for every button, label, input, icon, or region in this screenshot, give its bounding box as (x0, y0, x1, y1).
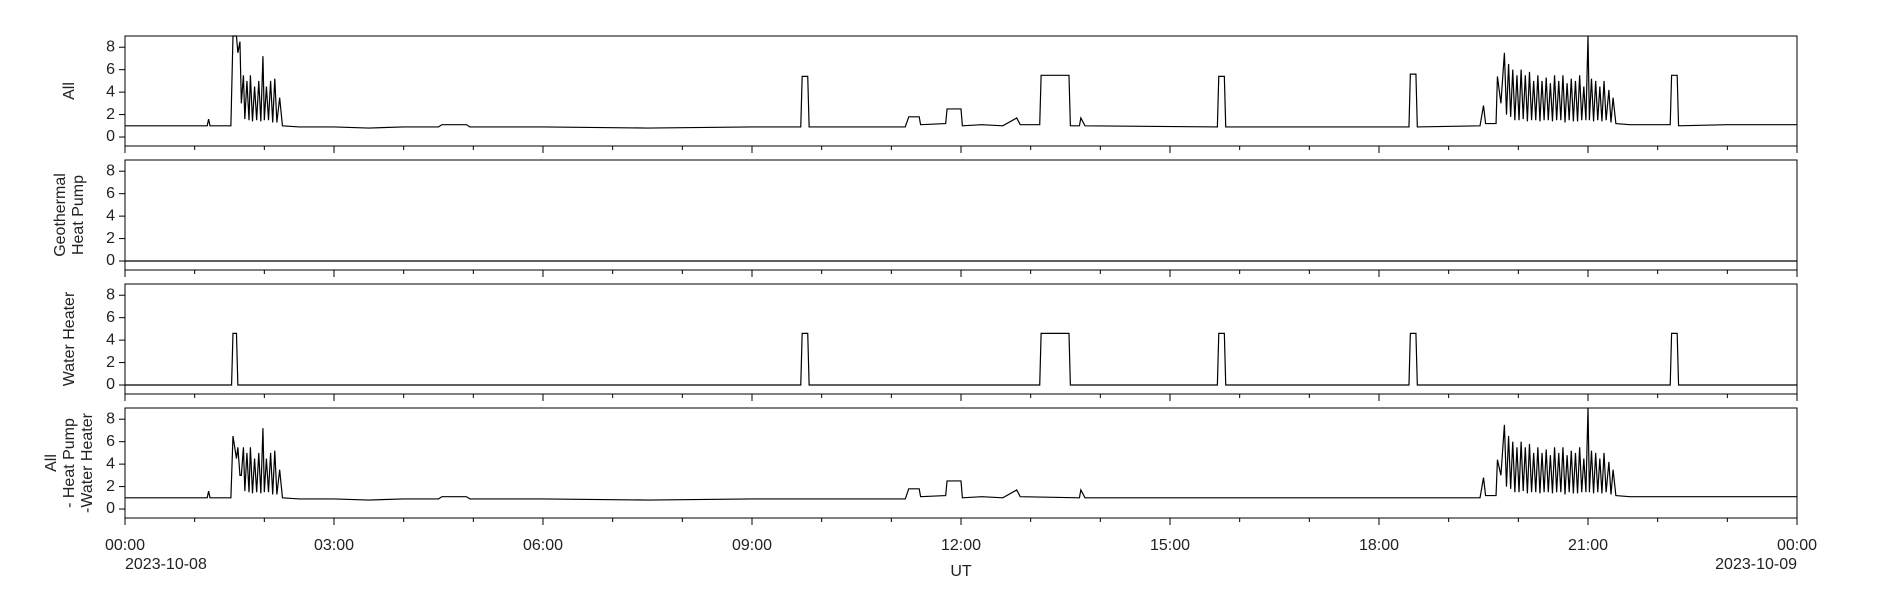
y-tick-label: 6 (106, 185, 115, 202)
x-axis-label: UT (950, 563, 972, 580)
y-tick-label: 4 (106, 83, 115, 100)
y-tick-label: 4 (106, 331, 115, 348)
y-tick-label: 2 (106, 106, 115, 123)
panel-frame (124, 35, 1798, 147)
y-axis-label: All- Heat Pump-Water Heater (43, 412, 96, 513)
data-line (125, 332, 1797, 386)
y-axis-label: GeothermalHeat Pump (52, 173, 87, 257)
y-tick-label: 0 (106, 128, 115, 145)
panel-frame (124, 283, 1798, 395)
y-axis-label-line: All (61, 82, 78, 100)
data-line (125, 35, 1797, 129)
panel-frame (124, 407, 1798, 519)
y-tick-label: 6 (106, 433, 115, 450)
x-tick-label: 21:00 (1568, 537, 1608, 554)
y-tick-label: 4 (106, 455, 115, 472)
y-axis-label: All (61, 82, 78, 100)
data-line (125, 407, 1797, 501)
y-tick-label: 8 (106, 38, 115, 55)
x-tick-label: 00:00 (1777, 537, 1817, 554)
x-tick-label: 00:00 (105, 537, 145, 554)
y-tick-label: 8 (106, 162, 115, 179)
date-label: 2023-10-08 (125, 556, 207, 573)
y-tick-label: 8 (106, 410, 115, 427)
y-axis-label-line: Water Heater (61, 291, 78, 386)
panel-frame (124, 159, 1798, 271)
y-axis-label: Water Heater (61, 291, 78, 386)
x-tick-label: 12:00 (941, 537, 981, 554)
y-axis-label-line: -Water Heater (79, 412, 96, 513)
y-axis-label-line: Geothermal (52, 173, 69, 257)
y-tick-label: 8 (106, 286, 115, 303)
y-tick-label: 0 (106, 376, 115, 393)
y-axis-label-line: All (43, 454, 60, 472)
x-tick-label: 15:00 (1150, 537, 1190, 554)
y-tick-label: 4 (106, 207, 115, 224)
y-tick-label: 0 (106, 500, 115, 517)
x-tick-label: 06:00 (523, 537, 563, 554)
x-tick-label: 18:00 (1359, 537, 1399, 554)
x-tick-label: 03:00 (314, 537, 354, 554)
y-axis-label-line: Heat Pump (70, 175, 87, 255)
y-tick-label: 6 (106, 61, 115, 78)
y-tick-label: 0 (106, 252, 115, 269)
y-tick-label: 2 (106, 230, 115, 247)
date-label: 2023-10-09 (1715, 556, 1797, 573)
y-axis-label-line: - Heat Pump (61, 418, 78, 508)
y-tick-label: 6 (106, 309, 115, 326)
y-tick-label: 2 (106, 478, 115, 495)
y-tick-label: 2 (106, 354, 115, 371)
x-tick-label: 09:00 (732, 537, 772, 554)
